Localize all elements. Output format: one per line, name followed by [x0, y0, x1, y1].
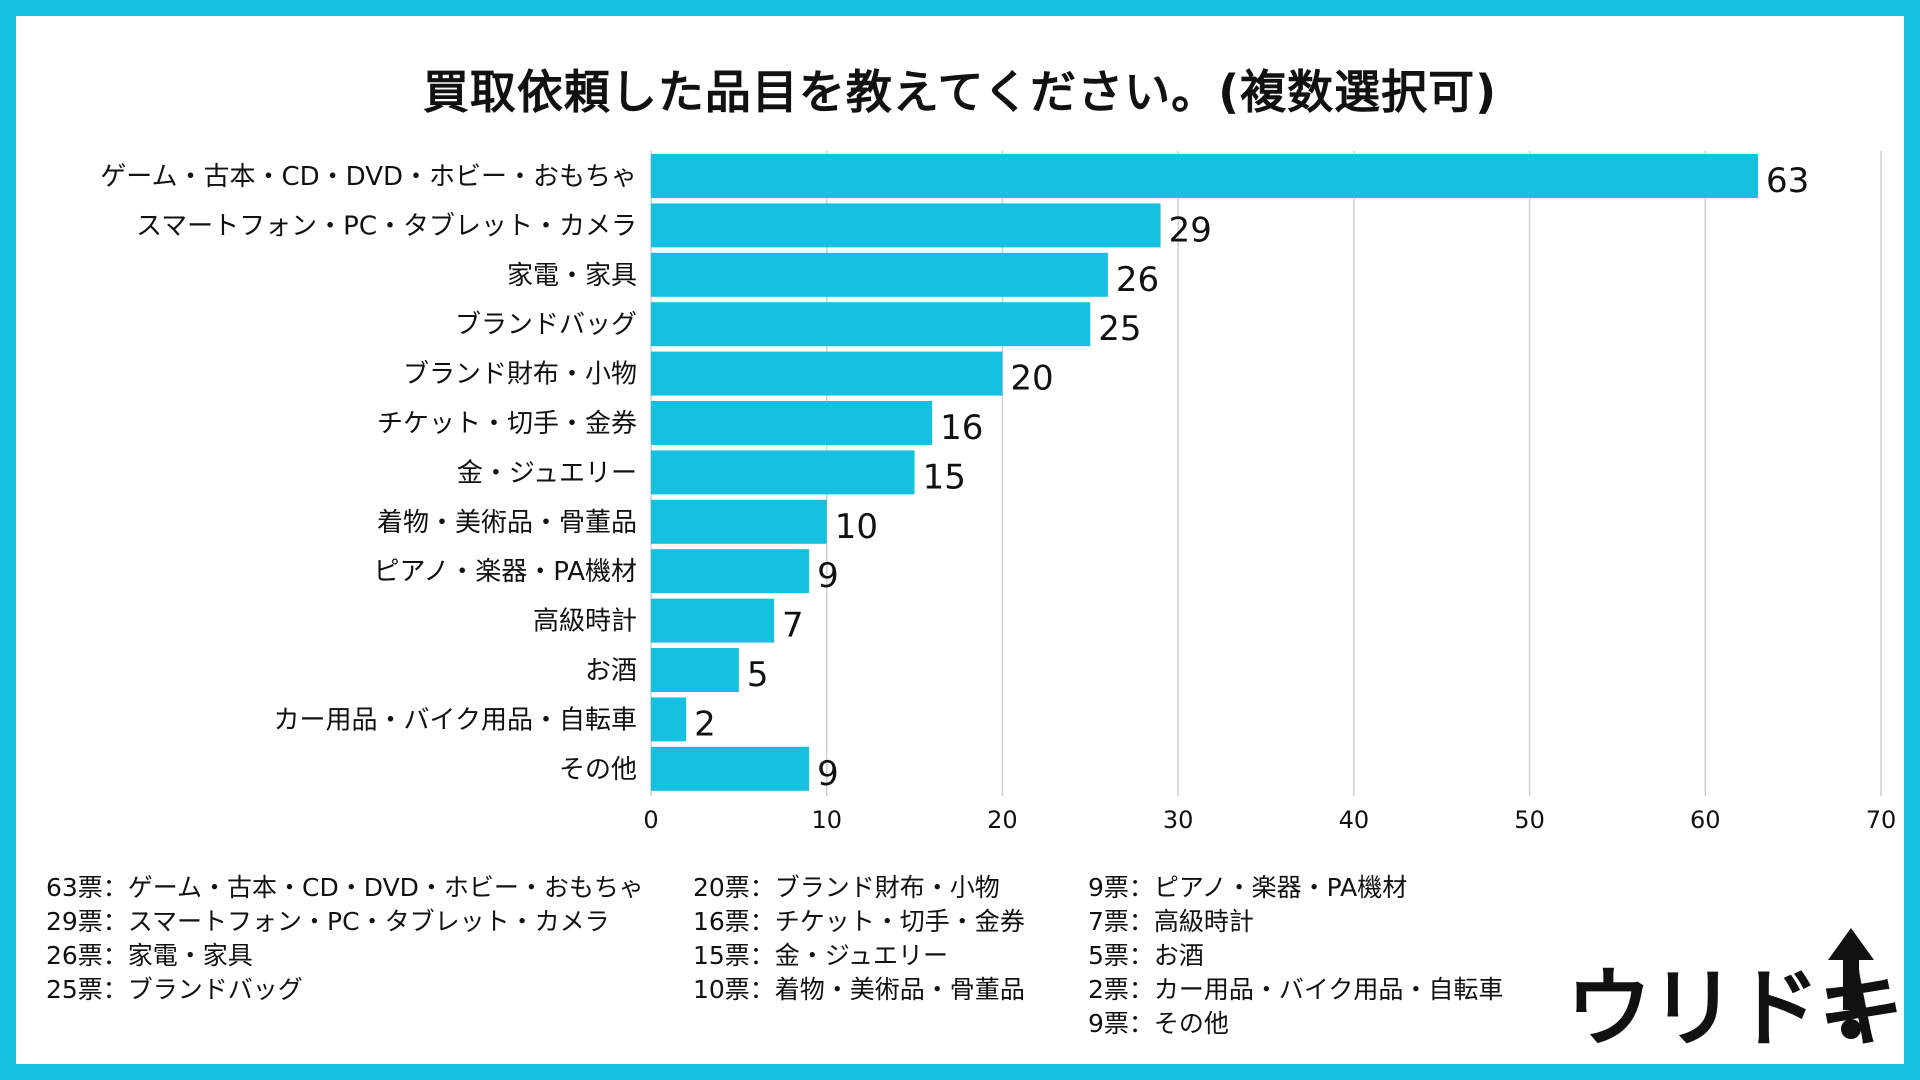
legend-row: 26票：家電・家具: [46, 941, 253, 970]
category-label: スマートフォン・PC・タブレット・カメラ: [136, 211, 637, 241]
x-tick-label: 10: [811, 806, 842, 834]
bar: [651, 697, 687, 742]
bar: [651, 648, 739, 692]
bar: [651, 598, 774, 643]
category-label: その他: [559, 755, 637, 785]
category-label: お酒: [585, 656, 637, 686]
x-tick-label: 40: [1339, 806, 1370, 834]
bar: [651, 499, 827, 544]
data-label: 16: [940, 408, 983, 448]
legend-column-3: 9票：ピアノ・楽器・PA機材 7票：高級時計 5票：お酒 2票：カー用品・バイク…: [1088, 871, 1503, 1041]
category-label: ピアノ・楽器・PA機材: [374, 557, 637, 587]
data-label: 7: [782, 606, 804, 646]
legend-row: 25票：ブランドバッグ: [46, 975, 303, 1004]
uridoki-logo: ウリドキ: [1566, 926, 1904, 1059]
bar-chart: ゲーム・古本・CD・DVD・ホビー・おもちゃ 63 スマートフォン・PC・タブレット…: [100, 151, 1897, 834]
category-label: ブランドバッグ: [455, 310, 637, 340]
data-label: 25: [1098, 309, 1141, 349]
bar: [651, 746, 810, 791]
data-label: 63: [1766, 161, 1809, 201]
legend-row: 9票：ピアノ・楽器・PA機材: [1088, 873, 1408, 902]
bar: [651, 401, 933, 445]
data-label: 10: [835, 507, 878, 547]
bar: [651, 302, 1091, 347]
data-label: 26: [1116, 260, 1159, 300]
bar: [651, 351, 1003, 396]
data-label: 9: [817, 754, 839, 794]
category-label: 高級時計: [533, 607, 637, 637]
x-tick-label: 60: [1690, 806, 1721, 834]
x-tick-label: 30: [1163, 806, 1194, 834]
legend-row: 29票：スマートフォン・PC・タブレット・カメラ: [46, 907, 610, 936]
legend-row: 16票：チケット・切手・金券: [693, 907, 1025, 936]
x-tick-label: 20: [987, 806, 1018, 834]
legend-row: 7票：高級時計: [1088, 907, 1254, 936]
legend-row: 20票：ブランド財布・小物: [693, 873, 1000, 902]
x-tick-label: 0: [643, 806, 658, 834]
chart-title: 買取依頼した品目を教えてください。(複数選択可): [422, 65, 1498, 119]
legend-row: 2票：カー用品・バイク用品・自転車: [1088, 975, 1504, 1004]
category-label: 金・ジュエリー: [457, 458, 637, 488]
category-label: ゲーム・古本・CD・DVD・ホビー・おもちゃ: [100, 162, 637, 192]
data-label: 5: [747, 655, 769, 695]
data-label: 20: [1010, 359, 1053, 399]
category-label: ブランド財布・小物: [403, 360, 637, 390]
bar: [651, 450, 915, 495]
chart-frame: 買取依頼した品目を教えてください。(複数選択可) ゲーム・古本・CD・DVD・ホ…: [16, 16, 1904, 1064]
bar: [651, 549, 810, 594]
category-label: カー用品・バイク用品・自転車: [274, 705, 637, 735]
legend-row: 15票：金・ジュエリー: [693, 941, 949, 970]
category-label: チケット・切手・金券: [377, 409, 637, 439]
legend-column-2: 20票：ブランド財布・小物 16票：チケット・切手・金券 15票：金・ジュエリー…: [693, 871, 1025, 1007]
legend-column-1: 63票：ゲーム・古本・CD・DVD・ホビー・おもちゃ 29票：スマートフォン・P…: [46, 871, 644, 1007]
data-label: 29: [1169, 210, 1212, 250]
data-label: 15: [923, 457, 966, 497]
legend-row: 5票：お酒: [1088, 941, 1204, 970]
category-label: 家電・家具: [507, 261, 637, 291]
data-label: 2: [694, 704, 716, 744]
x-tick-label: 70: [1866, 806, 1897, 834]
legend-row: 10票：着物・美術品・骨董品: [693, 975, 1025, 1004]
legend-row: 63票：ゲーム・古本・CD・DVD・ホビー・おもちゃ: [46, 873, 644, 902]
x-tick-label: 50: [1514, 806, 1545, 834]
up-arrow-icon: [1828, 928, 1874, 1039]
legend-row: 9票：その他: [1088, 1009, 1229, 1038]
category-label: 着物・美術品・骨董品: [377, 508, 637, 538]
bar: [651, 252, 1108, 297]
bar: [651, 154, 1758, 198]
bar: [651, 203, 1161, 248]
data-label: 9: [817, 556, 839, 596]
